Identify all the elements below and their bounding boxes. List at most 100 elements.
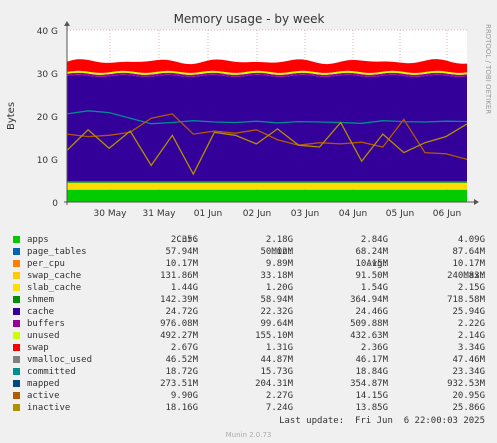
legend-row-active: active 9.90G 2.27G 14.15G 20.95G <box>0 390 497 402</box>
legend-name: buffers <box>27 319 65 329</box>
rrdtool-side-label: RRDTOOL / TOBI OETIKER <box>484 24 492 114</box>
legend-cur: 18.72G <box>165 367 198 377</box>
legend-avg: 2.36G <box>360 343 388 353</box>
legend-swatch <box>13 332 20 339</box>
legend-min: 204.31M <box>255 379 293 389</box>
legend-min: 7.24G <box>265 403 293 413</box>
x-tick-label: 04 Jun <box>339 209 367 219</box>
legend-swatch <box>13 296 20 303</box>
legend-avg: 91.50M <box>355 271 388 281</box>
legend-swatch <box>13 248 20 255</box>
legend-min: 1.31G <box>265 343 293 353</box>
legend-name: swap_cache <box>27 271 82 281</box>
legend-cur: 142.39M <box>160 295 198 305</box>
legend-swatch <box>13 404 20 411</box>
legend-name: shmem <box>27 295 55 305</box>
legend-min: 99.64M <box>260 319 293 329</box>
legend-max: 718.58M <box>447 295 485 305</box>
legend-cur: 1.44G <box>170 283 198 293</box>
legend-row-apps: apps 2.35G 2.18G 2.84G 4.09G <box>0 234 497 246</box>
legend-swatch <box>13 356 20 363</box>
legend-row-swap: swap 2.67G 1.31G 2.36G 3.34G <box>0 342 497 354</box>
legend-swatch <box>13 368 20 375</box>
legend-max: 47.46M <box>452 355 485 365</box>
legend-min: 155.10M <box>255 331 293 341</box>
legend-avg: 24.46G <box>355 307 388 317</box>
legend-name: inactive <box>27 403 71 413</box>
legend-name: page_tables <box>27 247 87 257</box>
x-tick-label: 05 Jun <box>386 209 414 219</box>
area-shmem <box>67 181 467 183</box>
legend-cur: 46.52M <box>165 355 198 365</box>
legend-row-buffers: buffers 976.08M 99.64M 509.88M 2.22G <box>0 318 497 330</box>
legend-max: 240.83M <box>447 271 485 281</box>
legend-row-shmem: shmem 142.39M 58.94M 364.94M 718.58M <box>0 294 497 306</box>
x-tick-label: 31 May <box>143 209 177 219</box>
area-unused <box>67 70 467 75</box>
legend-max: 23.34G <box>452 367 485 377</box>
legend-header-avg: Avg: <box>366 259 388 269</box>
line-inactive <box>66 121 468 176</box>
legend-cur: 10.17M <box>165 259 198 269</box>
munin-footer: Munin 2.0.73 <box>225 431 272 439</box>
legend-min: 9.89M <box>265 259 293 269</box>
legend-row-swap-cache: swap_cache 131.86M 33.18M 91.50M 240.83M <box>0 270 497 282</box>
legend-row-committed: committed 18.72G 15.73G 18.84G 23.34G <box>0 366 497 378</box>
legend-name: active <box>27 391 60 401</box>
legend-max: 2.22G <box>457 319 485 329</box>
legend-min: 2.18G <box>265 235 293 245</box>
legend-row-cache: cache 24.72G 22.32G 24.46G 25.94G <box>0 306 497 318</box>
legend-min: 22.32G <box>260 307 293 317</box>
legend-max: 10.17M <box>452 259 485 269</box>
legend-min: 33.18M <box>260 271 293 281</box>
y-axis-arrow <box>64 21 70 26</box>
legend-max: 25.86G <box>452 403 485 413</box>
legend-name: swap <box>27 343 49 353</box>
legend-name: unused <box>27 331 60 341</box>
legend-row-per-cpu: per_cpu 10.17M 9.89M 10.15M 10.17M <box>0 258 497 270</box>
legend-avg: 68.24M <box>355 247 388 257</box>
legend-avg: 432.63M <box>350 331 388 341</box>
legend-header-min: Min: <box>271 247 293 257</box>
legend-max: 87.64M <box>452 247 485 257</box>
legend-avg: 18.84G <box>355 367 388 377</box>
legend-max: 3.34G <box>457 343 485 353</box>
x-tick-label: 03 Jun <box>291 209 319 219</box>
legend-max: 20.95G <box>452 391 485 401</box>
area-buffers <box>67 72 467 77</box>
legend-avg: 10.15M <box>355 259 388 269</box>
legend-row-page-tables: page_tables 57.94M 50.02M 68.24M 87.64M <box>0 246 497 258</box>
legend-avg: 509.88M <box>350 319 388 329</box>
legend-name: mapped <box>27 379 60 389</box>
legend-max: 25.94G <box>452 307 485 317</box>
y-tick-label: 10 G <box>37 156 58 166</box>
y-tick-labels: 0 10 G 20 G 30 G 40 G <box>37 27 59 209</box>
legend-avg: 1.54G <box>360 283 388 293</box>
legend-header-cur: Cur: <box>176 235 198 245</box>
y-tick-label: 40 G <box>37 27 58 37</box>
line-active <box>66 113 468 161</box>
legend-max: 4.09G <box>457 235 485 245</box>
line-committed <box>66 110 468 125</box>
legend-cur: 2.35G <box>170 235 198 245</box>
legend-swatch <box>13 380 20 387</box>
legend-swatch <box>13 308 20 315</box>
legend-avg: 364.94M <box>350 295 388 305</box>
legend-name: slab_cache <box>27 283 82 293</box>
y-tick-label: 30 G <box>37 70 58 80</box>
area-swap <box>67 59 467 73</box>
legend-rows: apps 2.35G 2.18G 2.84G 4.09G page_tables 57.94… <box>0 234 497 414</box>
y-axis-label: Bytes <box>6 102 17 130</box>
legend-min: 58.94M <box>260 295 293 305</box>
legend-row-inactive: inactive 18.16G 7.24G 13.85G 25.86G <box>0 402 497 414</box>
legend-name: per_cpu <box>27 259 65 269</box>
legend-name: apps <box>27 235 49 245</box>
legend-cur: 273.51M <box>160 379 198 389</box>
legend-cur: 976.08M <box>160 319 198 329</box>
legend-swatch <box>13 236 20 243</box>
legend-header-max: Max: <box>463 271 485 281</box>
legend-cur: 492.27M <box>160 331 198 341</box>
legend-cur: 24.72G <box>165 307 198 317</box>
legend-name: committed <box>27 367 76 377</box>
x-axis-arrow <box>474 199 479 205</box>
